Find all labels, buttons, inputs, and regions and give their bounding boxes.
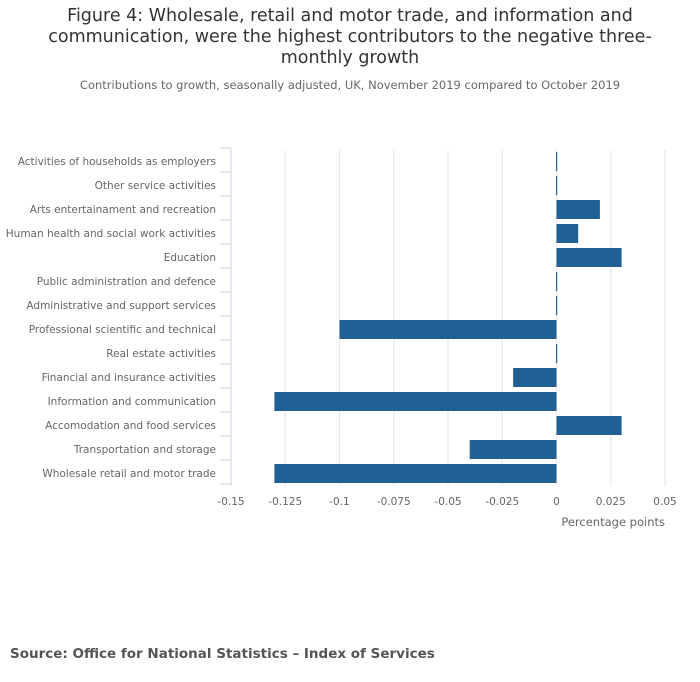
x-tick-label: 0	[553, 496, 560, 508]
bar	[556, 176, 558, 195]
bar	[556, 272, 558, 291]
category-label: Public administration and defence	[37, 276, 216, 288]
chart-subtitle: Contributions to growth, seasonally adju…	[79, 78, 621, 92]
bar	[469, 440, 557, 459]
category-label: Financial and insurance activities	[42, 372, 216, 384]
bar	[339, 320, 557, 339]
category-label: Human health and social work activities	[6, 228, 216, 240]
bar	[556, 224, 579, 243]
x-tick-label: -0.075	[377, 496, 411, 508]
category-label: Wholesale retail and motor trade	[42, 468, 216, 480]
bar	[274, 392, 557, 411]
category-label: Administrative and support services	[26, 300, 216, 312]
category-label: Arts entertainament and recreation	[30, 204, 216, 216]
x-tick-label: -0.125	[268, 496, 302, 508]
x-tick-label: -0.025	[485, 496, 519, 508]
x-tick-label: 0.05	[653, 496, 676, 508]
bar	[513, 368, 557, 387]
bars	[274, 152, 622, 483]
x-tick-label: -0.1	[329, 496, 350, 508]
x-tick-label: 0.025	[596, 496, 626, 508]
category-label: Transportation and storage	[73, 444, 216, 456]
category-label: Activities of households as employers	[18, 156, 216, 168]
category-axis: Activities of households as employers Oth…	[6, 147, 232, 486]
bar	[556, 152, 558, 171]
category-label: Other service activities	[95, 180, 216, 192]
category-label: Information and communication	[48, 396, 216, 408]
source-note: Source: Office for National Statistics –…	[10, 646, 435, 662]
bar	[556, 416, 622, 435]
bar	[274, 464, 557, 483]
bar	[556, 248, 622, 267]
category-label: Education	[164, 252, 216, 264]
category-label: Real estate activities	[106, 348, 216, 360]
chart-title: Figure 4: Wholesale, retail and motor tr…	[48, 6, 652, 68]
x-axis-ticks: -0.15 -0.125 -0.1 -0.075 -0.05 -0.025 0 0.025 0.…	[217, 496, 676, 508]
bar	[556, 200, 600, 219]
category-label: Accomodation and food services	[45, 420, 216, 432]
x-tick-label: -0.15	[217, 496, 244, 508]
gridlines	[284, 150, 666, 486]
bar	[556, 344, 558, 363]
x-axis-label: Percentage points	[561, 515, 665, 529]
x-tick-label: -0.05	[434, 496, 461, 508]
bar	[556, 296, 558, 315]
category-label: Professional scientific and technical	[29, 324, 216, 336]
